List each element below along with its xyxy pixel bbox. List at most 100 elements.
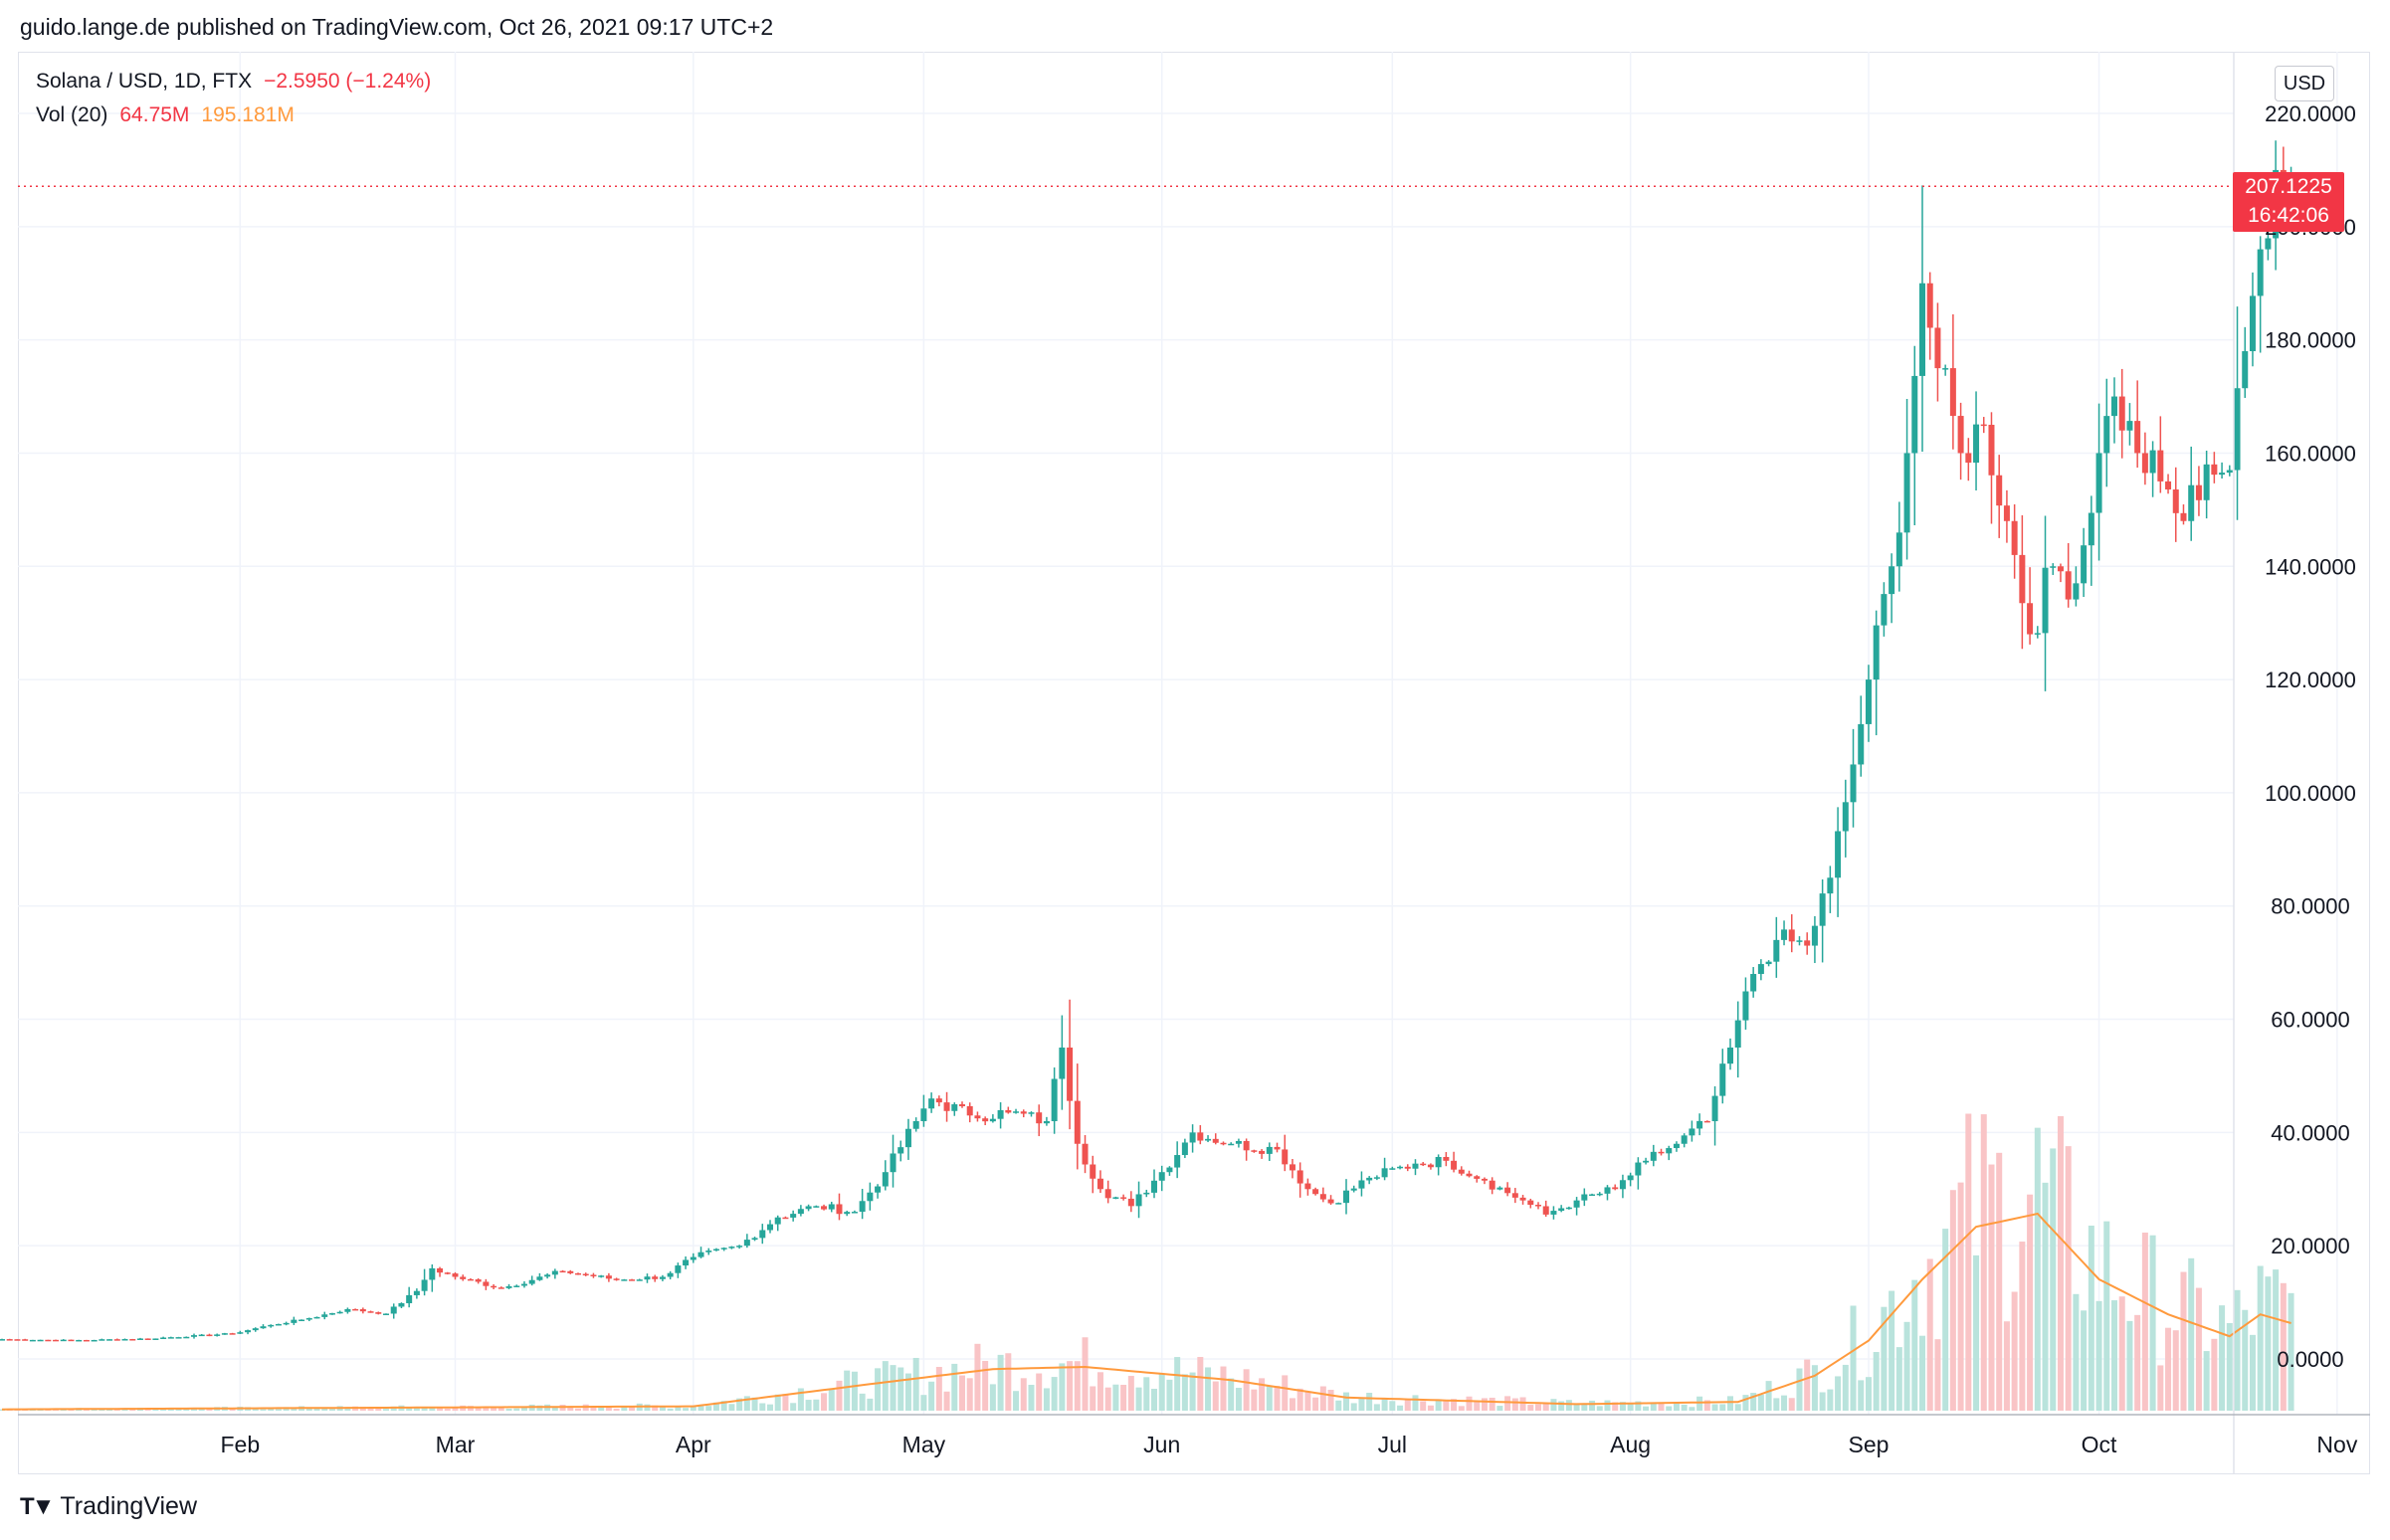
- candle-body: [875, 1186, 882, 1193]
- candle-body: [1804, 940, 1811, 946]
- candle-body: [2141, 453, 2148, 474]
- volume-bar: [536, 1405, 543, 1411]
- volume-bar: [1604, 1400, 1611, 1411]
- candle-body: [2257, 249, 2264, 296]
- candle-body: [1765, 961, 1772, 965]
- volume-bar: [1666, 1406, 1673, 1411]
- candle-body: [736, 1246, 743, 1248]
- candle-body: [690, 1256, 697, 1260]
- volume-bar: [982, 1360, 989, 1411]
- candle-body: [1112, 1197, 1119, 1199]
- candle-body: [1451, 1160, 1458, 1170]
- candle-body: [767, 1224, 773, 1231]
- candle-body: [1589, 1194, 1596, 1197]
- volume-bar: [997, 1354, 1004, 1411]
- volume-bar: [1926, 1258, 1933, 1411]
- volume-bar: [1550, 1399, 1557, 1411]
- candle-body: [1389, 1168, 1396, 1170]
- volume-bar: [505, 1408, 512, 1411]
- volume-bar: [1005, 1353, 1012, 1411]
- candle-body: [1496, 1187, 1503, 1190]
- legend-volume-row[interactable]: Vol (20) 64.75M 195.181M: [36, 103, 306, 127]
- volume-bar: [629, 1407, 636, 1411]
- candle-body: [951, 1104, 958, 1111]
- x-tick-label: Mar: [436, 1432, 476, 1457]
- volume-bar: [1435, 1399, 1442, 1411]
- candle-body: [1013, 1111, 1020, 1113]
- candle-body: [275, 1323, 282, 1326]
- volume-bar: [1996, 1152, 2003, 1411]
- y-tick-label: 60.0000: [2271, 1008, 2350, 1033]
- candle-body: [920, 1108, 927, 1121]
- tradingview-logo[interactable]: T▼ TradingView: [20, 1492, 197, 1521]
- volume-bar: [2273, 1269, 2280, 1411]
- volume-bar: [1565, 1400, 1572, 1411]
- volume-bar: [605, 1407, 612, 1411]
- volume-bar: [1051, 1377, 1058, 1411]
- candle-body: [1197, 1132, 1204, 1141]
- candle-body: [6, 1339, 13, 1341]
- candle-body: [1542, 1206, 1549, 1215]
- volume-bar: [2172, 1330, 2179, 1411]
- candle-body: [782, 1217, 789, 1220]
- candles: [0, 140, 2294, 1342]
- volume-bar: [844, 1370, 851, 1411]
- candle-body: [2149, 450, 2156, 474]
- candle-body: [1466, 1173, 1473, 1177]
- chart-frame[interactable]: [18, 52, 2370, 1474]
- volume-bar: [1957, 1182, 1964, 1411]
- publisher-line: guido.lange.de published on TradingView.…: [20, 14, 774, 40]
- currency-button[interactable]: USD: [2275, 66, 2334, 101]
- candle-body: [53, 1339, 60, 1342]
- candle-body: [989, 1118, 996, 1122]
- candle-body: [375, 1312, 382, 1314]
- candle-body: [644, 1276, 651, 1280]
- volume-bar: [1873, 1352, 1880, 1411]
- volume-bar: [1451, 1399, 1458, 1411]
- volume-bar: [1143, 1377, 1150, 1411]
- volume-bar: [1181, 1374, 1188, 1411]
- volume-bar: [429, 1407, 436, 1411]
- y-tick-label: 20.0000: [2271, 1234, 2350, 1258]
- candle-body: [1949, 368, 1956, 417]
- candle-body: [2019, 554, 2026, 604]
- volume-bar: [1489, 1397, 1495, 1411]
- candle-body: [1504, 1187, 1511, 1194]
- candle-body: [1373, 1177, 1380, 1179]
- volume-bar: [413, 1408, 420, 1411]
- volume-bar: [1220, 1366, 1227, 1411]
- volume-bar: [2265, 1276, 2272, 1411]
- candle-body: [68, 1339, 75, 1342]
- volume-bar: [1251, 1389, 1258, 1411]
- candle-body: [1619, 1180, 1626, 1190]
- candle-body: [1243, 1140, 1250, 1151]
- candle-body: [559, 1270, 566, 1273]
- volume-bar: [720, 1401, 727, 1411]
- volume-bar: [1681, 1404, 1688, 1411]
- legend-symbol-row[interactable]: Solana / USD, 1D, FTX −2.5950 (−1.24%): [36, 70, 443, 94]
- candle-body: [1873, 625, 1880, 680]
- volume-bar: [712, 1402, 719, 1411]
- candle-body: [1005, 1109, 1012, 1113]
- volume-bar: [121, 1409, 128, 1411]
- candle-body: [167, 1337, 174, 1339]
- candle-body: [1158, 1172, 1165, 1181]
- candle-body: [2003, 505, 2010, 521]
- volume-bar: [590, 1407, 597, 1411]
- candle-body: [413, 1290, 420, 1295]
- candle-body: [1335, 1203, 1342, 1205]
- candle-body: [1296, 1170, 1303, 1184]
- volume-bar: [1703, 1400, 1710, 1411]
- volume-bar: [2095, 1300, 2102, 1411]
- candle-body: [1435, 1156, 1442, 1168]
- volume-bar: [1519, 1397, 1526, 1411]
- volume-bar: [1466, 1396, 1473, 1411]
- candle-body: [83, 1339, 90, 1342]
- candle-body: [1096, 1178, 1103, 1190]
- volume-bar: [1734, 1404, 1741, 1411]
- candle-body: [1719, 1063, 1726, 1096]
- volume-bar: [198, 1409, 205, 1411]
- volume-bar: [1858, 1380, 1865, 1411]
- volume-bar: [851, 1371, 858, 1411]
